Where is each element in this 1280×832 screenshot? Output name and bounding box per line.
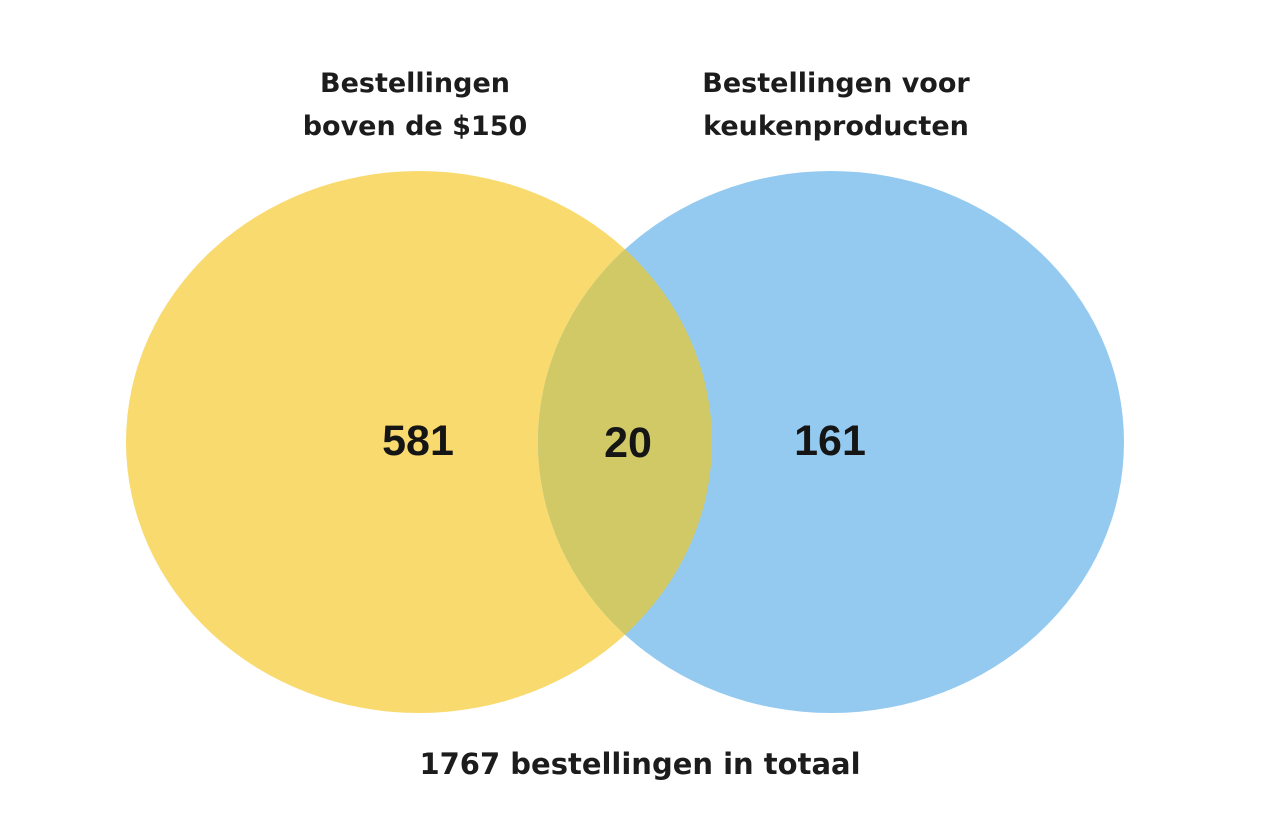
set-left-circle (126, 171, 712, 713)
total-caption: 1767 bestellingen in totaal (419, 747, 861, 781)
set-left-title: Bestellingen boven de $150 (215, 62, 615, 148)
set-right-only-count: 161 (794, 417, 866, 465)
overlap-count: 20 (604, 419, 652, 467)
set-left-title-line-1: Bestellingen (319, 68, 511, 99)
set-left-only-count: 581 (382, 417, 454, 465)
set-right-circle (538, 171, 1124, 713)
set-right-title-line-2: keukenproducten (703, 111, 969, 142)
set-left-title-line-2: boven de $150 (302, 111, 528, 142)
set-right-title-line-1: Bestellingen voor (702, 68, 970, 99)
set-right-title: Bestellingen voor keukenproducten (636, 62, 1036, 148)
